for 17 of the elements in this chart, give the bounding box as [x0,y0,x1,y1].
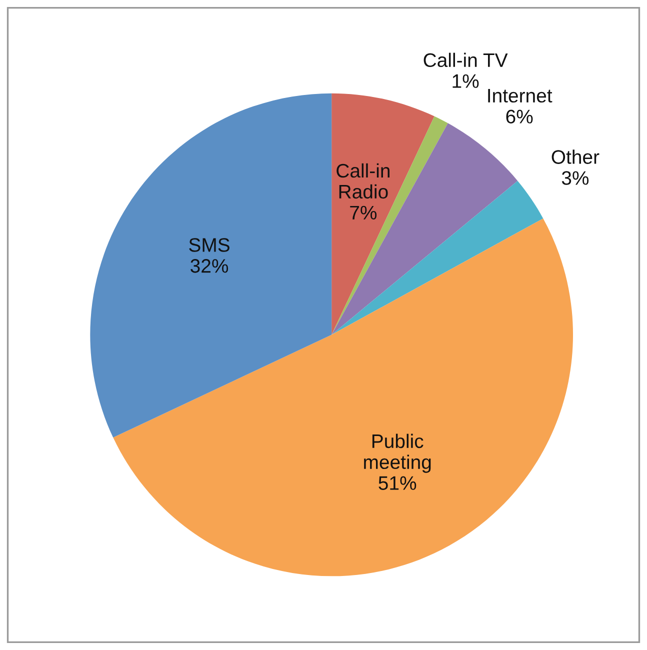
pie-slice [332,180,544,335]
slice-label: SMS [189,238,230,252]
data-label: 51% [378,476,416,490]
slice-label: Other [552,150,600,164]
pie-slice [113,218,574,576]
pie-slice [332,123,518,335]
data-label: 7% [350,206,377,220]
pie-slice [332,93,434,335]
data-label: 32% [190,259,228,273]
data-label: 3% [562,171,589,185]
pie-slice [90,93,332,438]
data-label: 1% [452,74,479,88]
data-label: 6% [506,110,533,124]
slice-label: Internet [488,88,552,103]
slice-label: Call-in TV [424,52,508,68]
slice-label: Call-in Radio [336,163,390,199]
slice-label: Public meeting [364,434,431,473]
